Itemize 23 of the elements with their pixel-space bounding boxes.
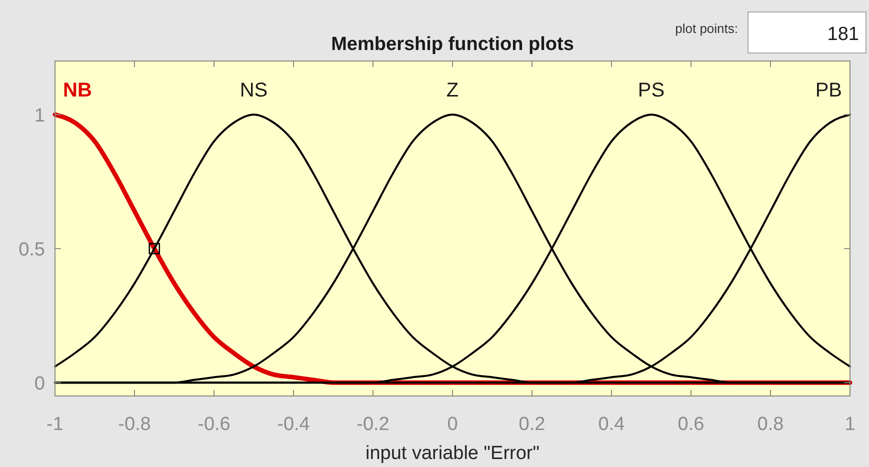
chart-title: Membership function plots <box>331 34 574 55</box>
x-tick-label: 1 <box>844 414 856 435</box>
x-tick-label: -0.8 <box>118 414 151 435</box>
series-label: NB <box>63 80 92 102</box>
x-tick-label: 0.6 <box>678 414 704 435</box>
x-tick-label: 0 <box>447 414 458 435</box>
x-tick-label: -0.6 <box>198 414 230 435</box>
x-tick-label: 0.8 <box>757 414 784 435</box>
x-tick-label: 0.4 <box>598 414 626 435</box>
text: plot points: <box>675 21 738 36</box>
y-tick-label: 0.5 <box>18 240 45 261</box>
text: 181 <box>827 24 859 45</box>
series-label: Z <box>446 80 459 102</box>
y-tick-label: 1 <box>34 106 45 127</box>
x-axis-title: input variable "Error" <box>365 443 540 464</box>
x-tick-label: -0.2 <box>356 414 390 435</box>
series-label: PS <box>638 80 665 102</box>
x-tick-label: -1 <box>46 414 64 435</box>
series-label: PB <box>815 80 842 102</box>
x-tick-label: 0.2 <box>518 414 546 435</box>
x-tick-label: -0.4 <box>277 414 310 435</box>
series-label: NS <box>240 80 268 102</box>
y-tick-label: 0 <box>34 374 45 395</box>
